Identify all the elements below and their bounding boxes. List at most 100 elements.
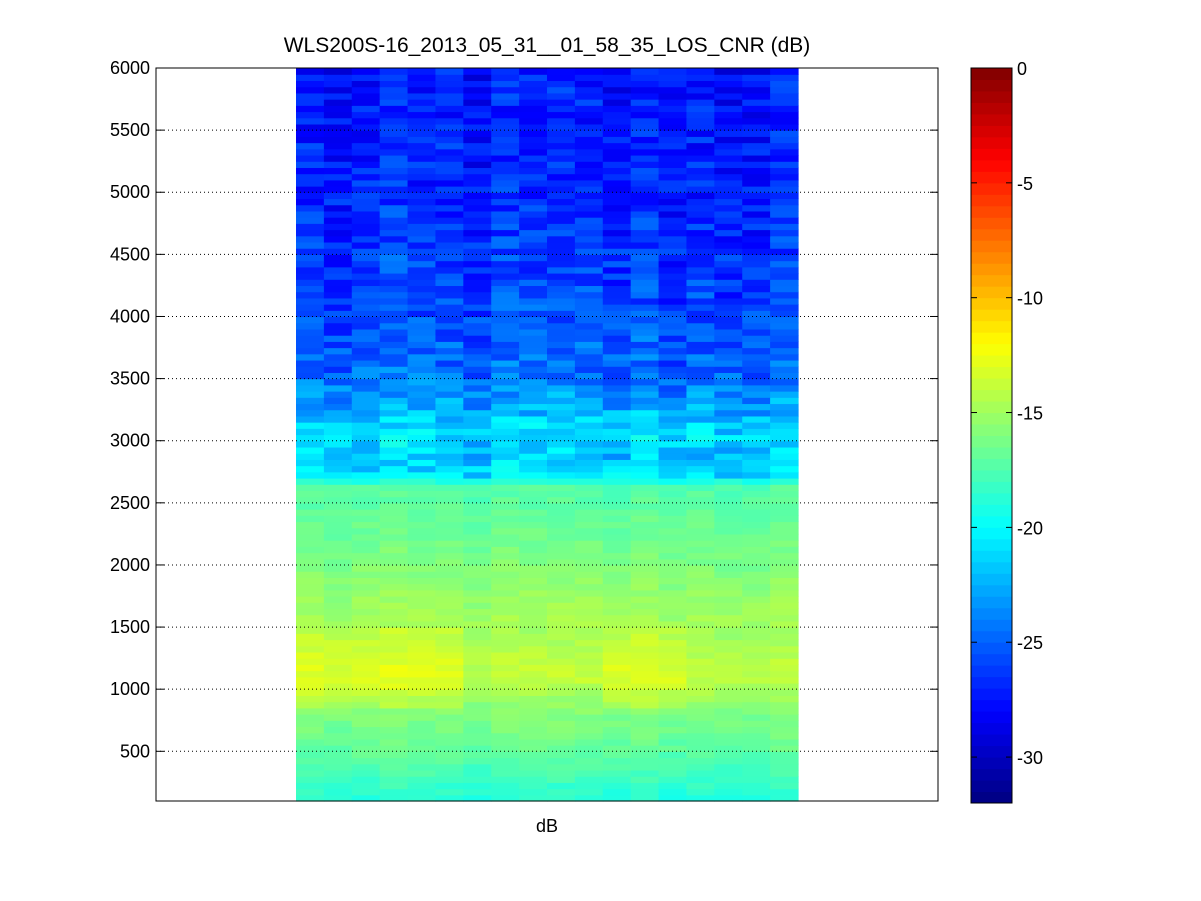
heatmap-cell [574,391,604,398]
heatmap-cell [714,192,743,200]
heatmap-cell [658,745,688,752]
heatmap-cell [658,428,688,436]
heatmap-cell [658,714,688,721]
heatmap-cell [547,745,576,752]
y-tick-label: 4000 [110,306,150,326]
heatmap-cell [742,670,771,678]
heatmap-cell [742,440,771,448]
heatmap-cell [407,757,437,765]
heatmap-cell [407,714,437,721]
heatmap-cell [742,335,771,342]
heatmap-cell [770,540,799,547]
heatmap-cell [658,179,688,187]
heatmap-cell [602,241,632,249]
heatmap-cell [658,415,688,423]
heatmap-cell [658,304,688,311]
heatmap-cell [742,291,771,299]
heatmap-cell [574,335,604,342]
heatmap-cell [351,279,381,287]
heatmap-cell [323,117,353,125]
heatmap-cell [658,204,688,212]
heatmap-cell [742,409,771,417]
heatmap-cell [574,254,604,262]
heatmap-cell [714,434,743,442]
heatmap-cell [602,564,632,572]
heatmap-cell [296,732,325,740]
heatmap-cell [407,359,437,367]
heatmap-cell [602,515,632,523]
heatmap-cell [770,397,799,405]
heatmap-cell [742,620,771,628]
heatmap-cell [519,707,548,715]
heatmap-cell [547,235,576,243]
colorbar-band [971,251,1012,264]
heatmap-cell [351,645,381,653]
heatmap-cell [714,186,743,193]
heatmap-cell [519,99,548,106]
heatmap-cell [574,596,604,603]
heatmap-cell [323,521,353,529]
heatmap-cell [323,664,353,672]
heatmap-cell [770,74,799,82]
heatmap-cell [351,428,381,436]
heatmap-cell [742,422,771,429]
heatmap-cell [630,509,660,516]
heatmap-cell [519,335,548,342]
heatmap-cell [379,353,409,361]
y-tick-label: 3500 [110,369,150,389]
heatmap-cell [574,701,604,709]
heatmap-cell [435,254,464,262]
heatmap-cell [602,633,632,641]
heatmap-cell [686,397,715,405]
heatmap-cell [686,266,715,274]
heatmap-cell [630,204,660,212]
heatmap-cell [435,738,464,746]
heatmap-cell [435,627,464,634]
colorbar-band [971,757,1012,770]
heatmap-cell [351,515,381,523]
heatmap-cell [658,583,688,591]
heatmap-cell [491,241,520,249]
heatmap-cell [770,111,799,119]
heatmap-cell [351,186,381,193]
heatmap-cell [547,540,576,547]
heatmap-cell [519,322,548,330]
heatmap-cell [296,633,325,641]
heatmap-cell [351,658,381,665]
heatmap-cell [602,192,632,200]
heatmap-cell [686,316,715,324]
heatmap-cell [323,68,353,75]
heatmap-cell [296,130,325,137]
heatmap-cell [296,564,325,572]
heatmap-cell [602,707,632,715]
colorbar-band [971,630,1012,643]
heatmap-cell [630,651,660,659]
heatmap-cell [630,322,660,330]
heatmap-cell [686,372,715,380]
heatmap-cell [686,577,715,585]
heatmap-cell [658,173,688,181]
heatmap-cell [574,776,604,783]
heatmap-cell [770,217,799,224]
heatmap-cell [519,154,548,162]
heatmap-cell [742,639,771,647]
heatmap-cell [686,105,715,113]
heatmap-cell [296,496,325,504]
heatmap-cell [714,422,743,429]
heatmap-cell [435,583,464,591]
heatmap-cell [519,192,548,200]
heatmap-cell [379,577,409,585]
heatmap-cell [574,521,604,529]
heatmap-cell [547,272,576,280]
colorbar-tick-label: -5 [1017,174,1033,194]
heatmap-cell [463,577,492,585]
heatmap-cell [323,80,353,88]
heatmap-cell [379,179,409,187]
heatmap-cell [463,558,492,566]
heatmap-cell [742,285,771,293]
heatmap-cell [351,248,381,255]
heatmap-cell [770,391,799,398]
heatmap-cell [630,347,660,355]
heatmap-cell [574,658,604,665]
heatmap-cell [686,608,715,616]
